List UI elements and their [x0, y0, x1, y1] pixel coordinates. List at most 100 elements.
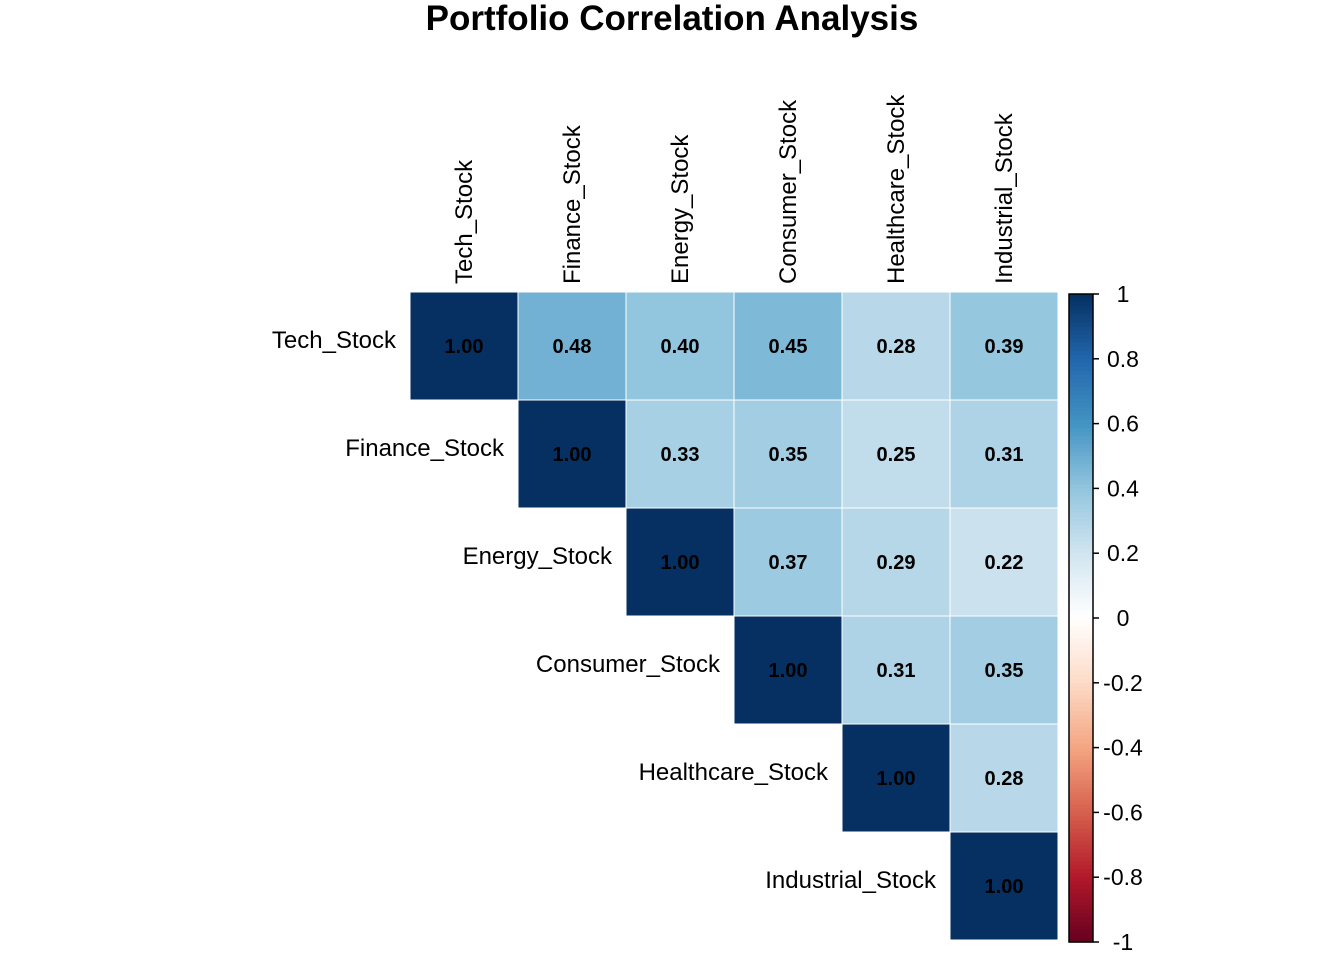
cell-energy-stock-industrial-stock — [949, 507, 1059, 617]
colorbar-segment — [1069, 759, 1093, 765]
colorbar-segment — [1069, 848, 1093, 854]
cell-consumer-stock-healthcare-stock — [841, 615, 951, 725]
colorbar-segment — [1069, 496, 1093, 502]
colorbar-segment — [1069, 618, 1093, 623]
colorbar-segment — [1069, 435, 1093, 441]
colorbar-segment — [1069, 699, 1093, 704]
cell-value-label: 0.28 — [877, 336, 916, 358]
colorbar-segment — [1069, 322, 1093, 327]
colorbar-segment — [1069, 921, 1093, 927]
colorbar-tick-label: 0.6 — [1107, 411, 1139, 437]
colorbar-segment — [1069, 662, 1093, 668]
colorbar-segment — [1069, 545, 1093, 550]
colorbar-segment — [1069, 812, 1093, 818]
colorbar-segment — [1069, 593, 1093, 599]
colorbar-segment — [1069, 804, 1093, 809]
colorbar-segment — [1069, 727, 1093, 732]
colorbar-segment — [1069, 881, 1093, 886]
colorbar-segment — [1069, 480, 1093, 485]
row-label-tech-stock: Tech_Stock — [272, 327, 397, 354]
colorbar-segment — [1069, 541, 1093, 546]
colorbar-segment — [1069, 832, 1093, 838]
cell-value-label: 0.33 — [661, 444, 700, 466]
cell-tech-stock-industrial-stock — [949, 291, 1059, 401]
colorbar-segment — [1069, 873, 1093, 878]
colorbar-segment — [1069, 654, 1093, 660]
colorbar-segment — [1069, 585, 1093, 591]
colorbar-segment — [1069, 634, 1093, 639]
colorbar-segment — [1069, 840, 1093, 846]
colorbar-segment — [1069, 755, 1093, 761]
column-label-healthcare-stock: Healthcare_Stock — [883, 94, 910, 284]
colorbar-segment — [1069, 532, 1093, 538]
cell-value-label: 1.00 — [985, 876, 1024, 898]
colorbar-segment — [1069, 929, 1093, 935]
cell-tech-stock-consumer-stock — [733, 291, 843, 401]
colorbar-segment — [1069, 828, 1093, 834]
colorbar-segment — [1069, 719, 1093, 724]
colorbar-segment — [1069, 443, 1093, 449]
colorbar-segment — [1069, 735, 1093, 741]
colorbar-segment — [1069, 703, 1093, 708]
colorbar-segment — [1069, 302, 1093, 307]
colorbar-segment — [1069, 298, 1093, 303]
colorbar-segment — [1069, 678, 1093, 684]
cell-consumer-stock-consumer-stock — [733, 615, 843, 725]
cell-value-label: 1.00 — [553, 444, 592, 466]
row-label-finance-stock: Finance_Stock — [345, 435, 505, 462]
chart-title: Portfolio Correlation Analysis — [426, 0, 919, 38]
colorbar-segment — [1069, 366, 1093, 372]
colorbar-segment — [1069, 877, 1093, 882]
cell-value-label: 1.00 — [661, 552, 700, 574]
colorbar-segment — [1069, 411, 1093, 417]
colorbar-segment — [1069, 605, 1093, 611]
colorbar-segment — [1069, 682, 1093, 688]
colorbar-segment — [1069, 375, 1093, 380]
colorbar-segment — [1069, 743, 1093, 749]
colorbar-segment — [1069, 589, 1093, 595]
cell-healthcare-stock-industrial-stock — [949, 723, 1059, 833]
colorbar-segment — [1069, 516, 1093, 522]
colorbar-segment — [1069, 472, 1093, 477]
colorbar-segment — [1069, 456, 1093, 461]
cell-value-label: 1.00 — [769, 660, 808, 682]
colorbar-segment — [1069, 468, 1093, 473]
colorbar-segment — [1069, 642, 1093, 647]
row-label-industrial-stock: Industrial_Stock — [765, 867, 937, 894]
colorbar-segment — [1069, 500, 1093, 506]
colorbar-segment — [1069, 403, 1093, 408]
colorbar-segment — [1069, 597, 1093, 603]
colorbar-tick-label: 0.4 — [1107, 475, 1139, 501]
colorbar-tick-label: -0.6 — [1103, 799, 1143, 825]
cell-tech-stock-tech-stock — [409, 291, 519, 401]
colorbar-segment — [1069, 763, 1093, 769]
colorbar-segment — [1069, 447, 1093, 453]
colorbar-segment — [1069, 893, 1093, 899]
cell-finance-stock-healthcare-stock — [841, 399, 951, 509]
colorbar-segment — [1069, 771, 1093, 777]
colorbar-segment — [1069, 780, 1093, 785]
colorbar-segment — [1069, 326, 1093, 332]
colorbar-segment — [1069, 869, 1093, 874]
colorbar-segment — [1069, 318, 1093, 323]
cell-industrial-stock-industrial-stock — [949, 831, 1059, 941]
colorbar-segment — [1069, 856, 1093, 862]
colorbar-segment — [1069, 626, 1093, 631]
cell-healthcare-stock-healthcare-stock — [841, 723, 951, 833]
colorbar-segment — [1069, 492, 1093, 498]
colorbar-segment — [1069, 601, 1093, 607]
cell-value-label: 0.28 — [985, 768, 1024, 790]
colorbar-segment — [1069, 549, 1093, 554]
cell-energy-stock-energy-stock — [625, 507, 735, 617]
colorbar-segment — [1069, 792, 1093, 797]
colorbar-segment — [1069, 816, 1093, 822]
colorbar-segment — [1069, 670, 1093, 676]
colorbar-segment — [1069, 330, 1093, 336]
cell-finance-stock-finance-stock — [517, 399, 627, 509]
colorbar-segment — [1069, 788, 1093, 793]
colorbar-segment — [1069, 346, 1093, 352]
colorbar-segment — [1069, 528, 1093, 534]
colorbar-segment — [1069, 609, 1093, 615]
colorbar-segment — [1069, 901, 1093, 907]
cell-value-label: 0.31 — [985, 444, 1024, 466]
